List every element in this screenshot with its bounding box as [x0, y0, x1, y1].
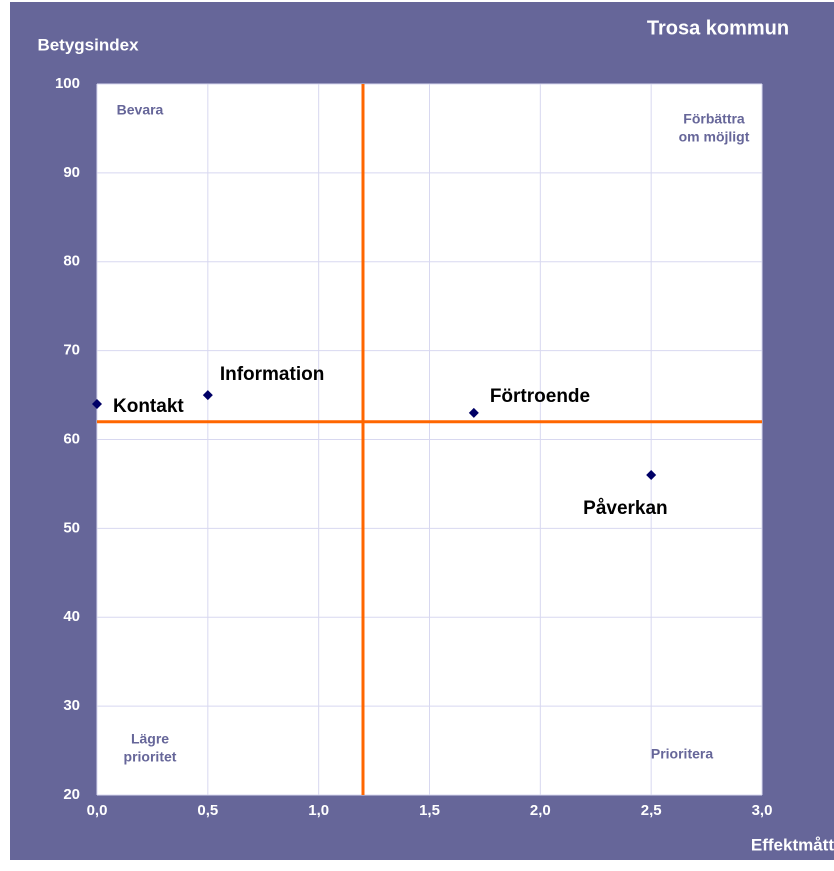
y-tick-label: 30	[63, 697, 80, 714]
x-tick-label: 1,5	[419, 802, 440, 819]
x-tick-label: 1,0	[308, 802, 329, 819]
point	[646, 470, 657, 481]
chart-title: Trosa kommun	[647, 17, 789, 39]
point	[202, 390, 213, 401]
y-tick-label: 90	[63, 164, 80, 181]
quadrant-label: Förbättra	[683, 111, 745, 127]
x-axis-label: Effektmått	[751, 835, 834, 854]
x-tick-label: 2,0	[530, 802, 551, 819]
point-label: Kontakt	[113, 396, 184, 417]
x-tick-label: 2,5	[641, 802, 662, 819]
y-tick-label: 20	[63, 786, 80, 803]
point-label: Information	[220, 364, 324, 385]
point-label: Påverkan	[583, 498, 668, 519]
quadrant-label: Prioritera	[651, 746, 713, 762]
y-tick-label: 70	[63, 342, 80, 359]
y-tick-label: 80	[63, 253, 80, 270]
point-label: Förtroende	[490, 386, 590, 407]
quadrant-label: prioritet	[124, 749, 177, 765]
y-tick-label: 100	[55, 75, 80, 92]
x-tick-label: 0,5	[197, 802, 218, 819]
y-axis-label: Betygsindex	[37, 35, 139, 54]
quadrant-label: Lägre	[131, 731, 169, 747]
quadrant-label: Bevara	[117, 102, 164, 118]
x-tick-label: 0,0	[87, 802, 108, 819]
y-tick-label: 60	[63, 430, 80, 447]
y-tick-label: 40	[63, 608, 80, 625]
y-tick-label: 50	[63, 519, 80, 536]
quadrant-label: om möjligt	[679, 129, 750, 145]
point	[92, 398, 102, 409]
x-tick-label: 3,0	[752, 802, 773, 819]
point	[468, 407, 479, 418]
